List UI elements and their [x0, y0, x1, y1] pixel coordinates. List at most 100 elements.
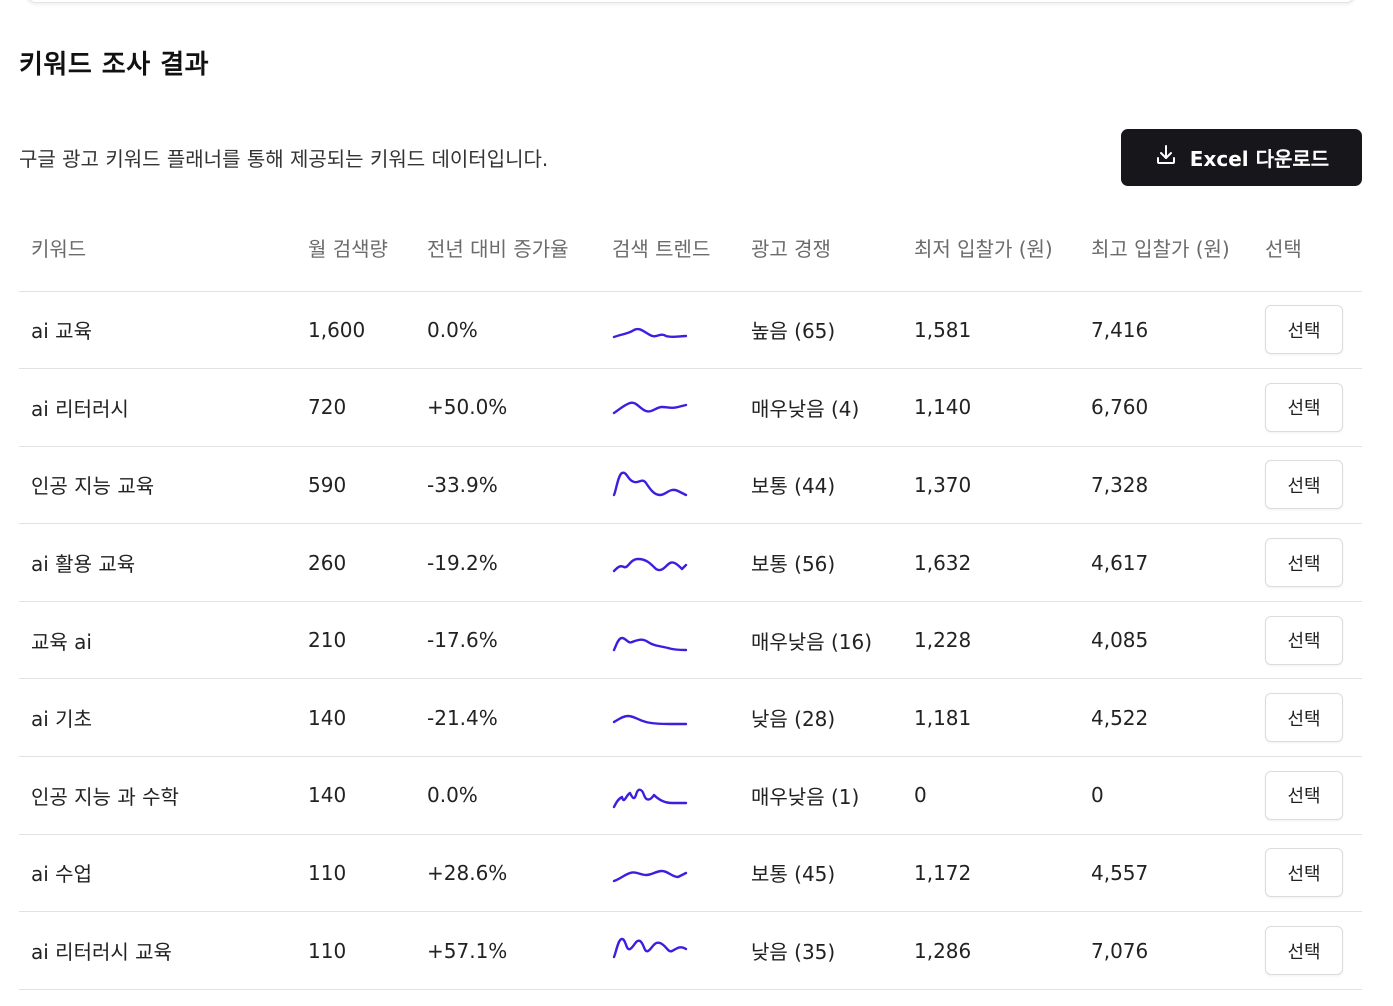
cell-keyword: ai 리터러시 교육 — [19, 911, 298, 990]
cell-yoy-growth: +50.0% — [415, 368, 600, 447]
select-button[interactable]: 선택 — [1265, 926, 1343, 976]
cell-keyword: ai 기초 — [19, 678, 298, 758]
cell-select: 선택 — [1257, 601, 1362, 680]
cell-high-bid: 7,328 — [1079, 446, 1257, 525]
table-row: ai 기초 140 -21.4% 낮음 (28) 1,181 4,522 선택 — [19, 678, 1362, 758]
cell-select: 선택 — [1257, 523, 1362, 602]
cell-search-trend — [600, 756, 739, 835]
section-title: 키워드 조사 결과 — [19, 50, 210, 80]
cell-low-bid: 1,632 — [902, 523, 1079, 602]
table-row: ai 리터러시 720 +50.0% 매우낮음 (4) 1,140 6,760 … — [19, 368, 1362, 447]
cell-low-bid: 1,581 — [902, 291, 1079, 370]
cell-high-bid: 0 — [1079, 756, 1257, 835]
cell-low-bid: 1,228 — [902, 601, 1079, 680]
sparkline-trend — [612, 471, 688, 497]
cell-yoy-growth: +28.6% — [415, 834, 600, 913]
header-monthly-volume: 월 검색량 — [298, 208, 415, 292]
cell-keyword: ai 활용 교육 — [19, 523, 298, 602]
header-ad-competition: 광고 경쟁 — [739, 208, 902, 292]
cell-high-bid: 7,076 — [1079, 911, 1257, 990]
cell-keyword: ai 교육 — [19, 291, 298, 370]
cell-low-bid: 1,370 — [902, 446, 1079, 525]
cell-monthly-volume: 1,600 — [298, 291, 415, 370]
table-row: ai 활용 교육 260 -19.2% 보통 (56) 1,632 4,617 … — [19, 523, 1362, 602]
select-button[interactable]: 선택 — [1265, 615, 1343, 665]
excel-download-button[interactable]: Excel 다운로드 — [1121, 129, 1362, 186]
cell-low-bid: 1,140 — [902, 368, 1079, 447]
cell-yoy-growth: +57.1% — [415, 911, 600, 990]
cell-yoy-growth: -33.9% — [415, 446, 600, 525]
cell-monthly-volume: 590 — [298, 446, 415, 525]
table-row: ai 교육 1,600 0.0% 높음 (65) 1,581 7,416 선택 — [19, 291, 1362, 370]
select-button[interactable]: 선택 — [1265, 305, 1343, 355]
cell-monthly-volume: 260 — [298, 523, 415, 602]
cell-search-trend — [600, 368, 739, 447]
sparkline-trend — [612, 557, 688, 572]
cell-keyword: 인공 지능 교육 — [19, 446, 298, 525]
cell-keyword: 인공 지능 과 수학 — [19, 756, 298, 835]
select-button[interactable]: 선택 — [1265, 693, 1343, 743]
cell-yoy-growth: -19.2% — [415, 523, 600, 602]
header-yoy-growth: 전년 대비 증가율 — [415, 208, 600, 292]
select-button[interactable]: 선택 — [1265, 538, 1343, 588]
select-button[interactable]: 선택 — [1265, 382, 1343, 432]
cell-yoy-growth: -17.6% — [415, 601, 600, 680]
cell-select: 선택 — [1257, 368, 1362, 447]
cell-yoy-growth: -21.4% — [415, 678, 600, 758]
table-row: ai 리터러시 교육 110 +57.1% 낮음 (35) 1,286 7,07… — [19, 911, 1362, 990]
cell-search-trend — [600, 834, 739, 913]
cell-low-bid: 1,181 — [902, 678, 1079, 758]
cell-ad-competition: 낮음 (35) — [739, 911, 902, 990]
cell-high-bid: 4,617 — [1079, 523, 1257, 602]
table-header-row: 키워드 월 검색량 전년 대비 증가율 검색 트렌드 광고 경쟁 최저 입찰가 … — [19, 208, 1362, 292]
excel-download-label: Excel 다운로드 — [1189, 147, 1330, 171]
cell-select: 선택 — [1257, 911, 1362, 990]
cell-select: 선택 — [1257, 756, 1362, 835]
cell-search-trend — [600, 911, 739, 990]
sparkline-trend — [612, 788, 688, 809]
cell-ad-competition: 보통 (45) — [739, 834, 902, 913]
cell-select: 선택 — [1257, 446, 1362, 525]
previous-card-edge — [26, 0, 1356, 3]
sparkline-trend — [612, 401, 688, 415]
cell-ad-competition: 낮음 (28) — [739, 678, 902, 758]
cell-low-bid: 0 — [902, 756, 1079, 835]
sparkline-trend — [612, 714, 688, 725]
select-button[interactable]: 선택 — [1265, 460, 1343, 510]
cell-search-trend — [600, 446, 739, 525]
header-select: 선택 — [1257, 208, 1362, 292]
sparkline-trend — [612, 636, 688, 652]
header-high-bid: 최고 입찰가 (원) — [1079, 208, 1257, 292]
sparkline-trend — [612, 937, 688, 958]
cell-keyword: ai 리터러시 — [19, 368, 298, 447]
cell-select: 선택 — [1257, 834, 1362, 913]
cell-yoy-growth: 0.0% — [415, 291, 600, 370]
cell-monthly-volume: 110 — [298, 834, 415, 913]
cell-keyword: 교육 ai — [19, 601, 298, 680]
cell-ad-competition: 높음 (65) — [739, 291, 902, 370]
cell-ad-competition: 보통 (56) — [739, 523, 902, 602]
keyword-table: 키워드 월 검색량 전년 대비 증가율 검색 트렌드 광고 경쟁 최저 입찰가 … — [19, 208, 1362, 990]
header-low-bid: 최저 입찰가 (원) — [902, 208, 1079, 292]
cell-high-bid: 4,085 — [1079, 601, 1257, 680]
cell-select: 선택 — [1257, 291, 1362, 370]
cell-high-bid: 7,416 — [1079, 291, 1257, 370]
cell-keyword: ai 수업 — [19, 834, 298, 913]
cell-low-bid: 1,172 — [902, 834, 1079, 913]
table-row: 교육 ai 210 -17.6% 매우낮음 (16) 1,228 4,085 선… — [19, 601, 1362, 680]
cell-search-trend — [600, 678, 739, 758]
download-icon — [1154, 143, 1178, 172]
cell-monthly-volume: 140 — [298, 756, 415, 835]
cell-ad-competition: 매우낮음 (16) — [739, 601, 902, 680]
table-row: 인공 지능 과 수학 140 0.0% 매우낮음 (1) 0 0 선택 — [19, 756, 1362, 835]
sparkline-trend — [612, 327, 688, 338]
cell-yoy-growth: 0.0% — [415, 756, 600, 835]
select-button[interactable]: 선택 — [1265, 770, 1343, 820]
cell-select: 선택 — [1257, 678, 1362, 758]
cell-monthly-volume: 140 — [298, 678, 415, 758]
select-button[interactable]: 선택 — [1265, 848, 1343, 898]
cell-monthly-volume: 110 — [298, 911, 415, 990]
sparkline-trend — [612, 869, 688, 883]
cell-ad-competition: 보통 (44) — [739, 446, 902, 525]
cell-ad-competition: 매우낮음 (1) — [739, 756, 902, 835]
